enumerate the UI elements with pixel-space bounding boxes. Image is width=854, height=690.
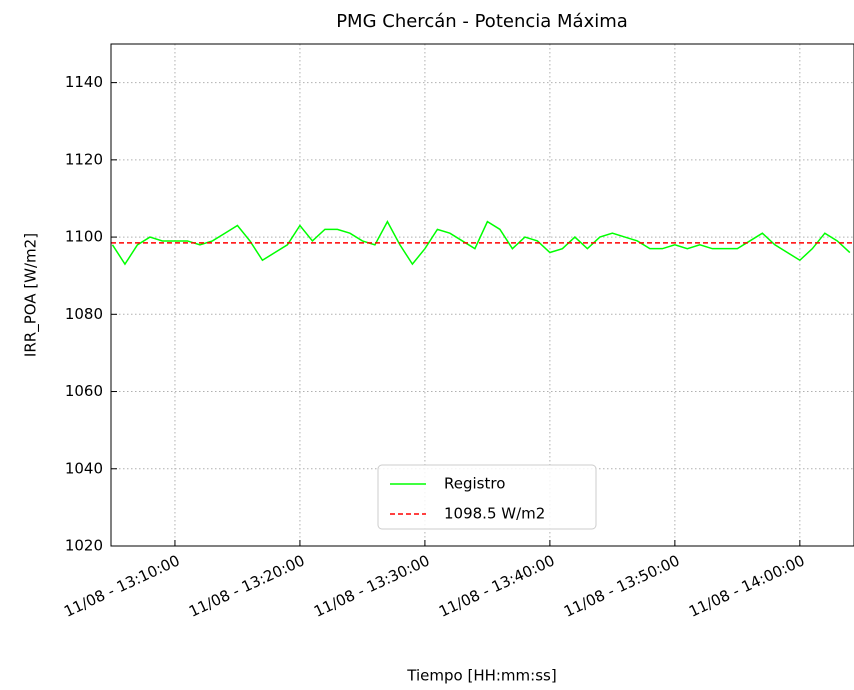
y-tick-label: 1020 bbox=[65, 537, 103, 555]
x-tick-label: 11/08 - 13:20:00 bbox=[186, 551, 307, 620]
y-tick-label: 1120 bbox=[65, 150, 103, 168]
legend: Registro 1098.5 W/m2 bbox=[377, 464, 597, 530]
legend-label: Registro bbox=[444, 475, 505, 493]
x-tick-label: 11/08 - 14:00:00 bbox=[686, 551, 807, 620]
y-tick-label: 1080 bbox=[65, 305, 103, 323]
legend-label: 1098.5 W/m2 bbox=[444, 505, 545, 523]
y-tick-label: 1140 bbox=[65, 73, 103, 91]
x-tick-label: 11/08 - 13:10:00 bbox=[61, 551, 182, 620]
y-tick-label: 1100 bbox=[65, 228, 103, 246]
plot-frame bbox=[110, 43, 854, 547]
x-tick-label: 11/08 - 13:40:00 bbox=[436, 551, 557, 620]
line-series bbox=[111, 220, 851, 266]
y-axis-label: IRR_POA [W/m2] bbox=[22, 233, 41, 357]
x-axis-label: Tiempo [HH:mm:ss] bbox=[406, 667, 556, 685]
x-tick-label: 11/08 - 13:30:00 bbox=[311, 551, 432, 620]
y-tick-label: 1060 bbox=[65, 382, 103, 400]
legend-box bbox=[377, 464, 597, 530]
x-tick-label: 11/08 - 13:50:00 bbox=[561, 551, 682, 620]
chart-title: PMG Chercán - Potencia Máxima bbox=[336, 11, 628, 32]
y-tick-label: 1040 bbox=[65, 459, 103, 477]
